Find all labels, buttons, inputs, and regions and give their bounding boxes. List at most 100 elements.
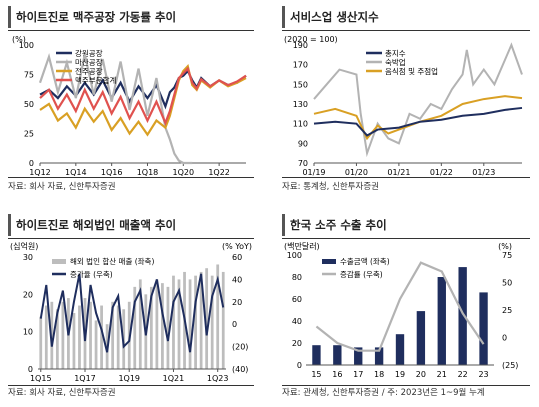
legend-label: 증가율 (우축) [70,270,113,279]
bar [100,305,103,369]
y-tick-label-right: 0 [232,320,237,329]
chart-area: (십억원) (% YoY) 0 10 20 30 (40) (20) 0 20 40 60 1Q15 1Q… [8,238,254,386]
y-tick-label-right: (20) [232,343,248,352]
panel-title: 하이트진로 해외법인 매출액 추이 [16,218,177,232]
y-tick-label-left: 80 [292,273,302,282]
legend-label: 강원공장 [75,48,103,58]
y-tick-label: 25 [24,130,34,139]
y-tick-label-left: 0 [28,365,33,374]
y-tick-label: 75 [24,71,34,80]
y-tick-label: 90 [298,139,308,148]
chart-overseas-sales: (십억원) (% YoY) 0 10 20 30 (40) (20) 0 20 40 60 1Q15 1Q… [10,241,252,383]
bar [188,279,192,369]
bar [72,313,76,369]
series-line-2 [313,42,523,158]
y-tick-label: 130 [293,100,308,109]
bar [199,271,203,369]
bar [172,275,175,369]
x-tick-label: 20 [416,370,426,379]
x-tick-label: 1Q18 [137,168,159,177]
legend-label: 증감률 (우축) [340,269,383,279]
x-tick-label: 01/22 [430,168,453,177]
y-tick-label-left: 60 [292,295,302,304]
legend-label: 해외 법인 합산 매출 (좌축) [70,256,154,266]
y-unit-left: (십억원) [10,241,38,251]
chart-soju-exports: (백만달러) (%) 0 20 40 60 80 100 (25) 0 25 50 75 15 16 17 18… [284,241,518,379]
y-tick-label-right: 20 [232,298,242,307]
legend-label: 마산공장 [75,57,103,67]
x-tick-label: 1Q19 [118,374,140,383]
y-tick-label: 50 [24,100,34,109]
bar [216,264,220,369]
series-line-4 [39,66,247,126]
y-unit-right: (% YoY) [222,242,252,251]
bar [333,345,342,365]
bar [205,268,209,369]
y-tick-label-right: 75 [502,251,512,260]
chart-area: (2020 = 100) 70 90 110 130 150 170 190 01/19 01/2… [282,30,530,178]
bar [437,277,446,365]
y-tick-label-right: 60 [232,253,242,262]
series-line-2 [38,52,193,165]
y-tick-label-right: 40 [232,275,242,284]
source-note: 자료: 회사 자료, 신한투자증권 [8,388,116,398]
series-line-1 [313,106,523,137]
bar [61,301,65,369]
bar [458,267,467,365]
y-unit-right: (%) [498,242,512,251]
bar [177,279,181,369]
y-unit-label: (2020 = 100) [284,35,338,44]
panel-service-index: 서비스업 생산지수 (2020 = 100) 70 90 110 130 150 170 19… [282,6,530,196]
y-tick-label-left: 40 [292,317,302,326]
x-tick-label: 22 [458,370,468,379]
chart-beer-plant-utilization: (%) 0 25 50 75 100 1Q12 1Q14 1Q16 1Q18 1Q20 1Q22 강원공… [12,35,247,177]
source-note: 자료: 회사 자료, 신한투자증권 [8,182,116,192]
series-line-3 [313,95,523,141]
panel-soju-exports: 한국 소주 수출 추이 (백만달러) (%) 0 20 40 60 80 100 (25) 0 25… [282,214,530,404]
bar [116,305,120,369]
bar [354,347,363,365]
x-tick-label: 1Q22 [208,168,230,177]
growth-line [315,261,485,352]
y-tick-label: 150 [293,80,308,89]
bar [166,286,170,369]
y-tick-label: 110 [293,120,308,129]
x-tick-label: 1Q16 [101,168,123,177]
title-marker [8,214,11,236]
bar [416,311,426,365]
y-tick-label: 170 [293,61,308,70]
x-tick-label: 1Q21 [163,374,185,383]
bar [210,275,214,369]
y-tick-label-right: 0 [502,334,507,343]
bar [133,286,137,369]
bar [374,347,384,365]
y-tick-label-left: 30 [23,253,33,262]
x-tick-label: 18 [374,370,384,379]
legend-swatch-bar [52,259,66,264]
x-tick-label: 16 [332,370,342,379]
title-marker [282,6,285,28]
x-tick-label: 23 [478,370,488,379]
y-tick-label-right: (40) [232,365,248,374]
legend-label: 전주공장 [75,66,103,76]
y-tick-label-right: 25 [502,306,512,315]
legend-label: 수출금액 (좌축) [340,256,390,266]
bar [89,301,92,369]
panel-beer-plant-utilization: 하이트진로 맥주공장 가동률 추이 (%) 0 25 50 75 100 1Q12 1Q14 1… [8,6,254,196]
bar [44,305,48,369]
bar [155,279,159,369]
y-tick-label-left: 100 [287,251,302,260]
x-tick-label: 21 [437,370,447,379]
y-tick-label-left: 20 [23,290,33,299]
legend-label: 총지수 [385,49,406,58]
x-tick-label: 01/19 [302,168,325,177]
legend-label: 맥주부문합계 [75,75,116,85]
bar [111,301,115,369]
y-unit-label: (%) [12,35,26,44]
x-tick-label: 1Q12 [29,168,51,177]
bar [221,271,225,369]
bar [194,275,197,369]
bar [39,316,43,369]
bar [161,283,164,369]
y-tick-label: 190 [293,41,308,50]
